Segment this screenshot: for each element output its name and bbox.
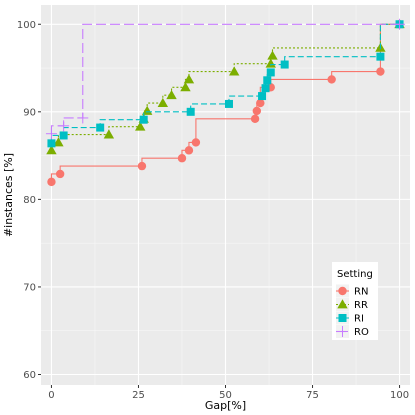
legend-item-rn: RN bbox=[336, 284, 368, 298]
data-point-rr bbox=[166, 89, 177, 100]
data-point-rn bbox=[55, 169, 65, 179]
data-point-rn bbox=[177, 154, 187, 163]
y-tick-label: 60 bbox=[23, 370, 36, 381]
data-point-rn bbox=[256, 98, 265, 108]
x-tick-label: 100 bbox=[390, 390, 409, 401]
data-point-rr bbox=[157, 97, 169, 107]
data-point-rr bbox=[141, 105, 153, 115]
data-point-ri bbox=[47, 139, 56, 148]
data-point-rr bbox=[180, 82, 191, 92]
data-point-ri bbox=[263, 76, 272, 85]
data-point-rn bbox=[252, 106, 262, 116]
data-point-ri bbox=[96, 123, 105, 132]
x-tick-label: 75 bbox=[306, 390, 319, 401]
data-point-ri bbox=[258, 92, 267, 101]
data-point-ro bbox=[77, 112, 89, 124]
data-point-ri bbox=[59, 131, 68, 140]
series-layer bbox=[45, 18, 406, 187]
legend-key-marker-rn bbox=[338, 286, 347, 296]
series-rn bbox=[47, 20, 404, 187]
y-tick-label: 100 bbox=[17, 20, 36, 31]
legend-label-ro: RO bbox=[354, 327, 369, 338]
axes-layer: 0 25 50 75 100 60 70 80 90 100 bbox=[17, 20, 409, 401]
series-line-ro bbox=[50, 23, 400, 134]
data-point-rr bbox=[229, 66, 240, 76]
data-point-ri bbox=[266, 68, 275, 77]
legend-label-ri: RI bbox=[354, 314, 364, 325]
legend-title: Setting bbox=[337, 269, 373, 280]
x-tick-label: 0 bbox=[48, 390, 54, 401]
data-point-rn bbox=[327, 75, 336, 84]
data-point-rn bbox=[250, 114, 260, 124]
legend-key-marker-ri bbox=[338, 314, 347, 322]
legend-item-ri: RI bbox=[336, 311, 364, 325]
data-point-rn bbox=[47, 177, 56, 187]
legend: Setting RN RR RI RO bbox=[332, 262, 378, 340]
legend-item-rr: RR bbox=[336, 298, 368, 311]
data-point-rr bbox=[46, 145, 57, 155]
data-point-rr bbox=[103, 129, 115, 139]
data-point-rr bbox=[183, 74, 195, 84]
legend-label-rr: RR bbox=[354, 300, 368, 311]
x-axis-title: Gap[%] bbox=[205, 399, 246, 412]
data-point-rr bbox=[135, 121, 146, 131]
data-point-ro bbox=[394, 18, 406, 30]
data-point-ro bbox=[58, 120, 70, 132]
series-ri bbox=[47, 20, 404, 148]
data-point-ri bbox=[224, 99, 233, 108]
data-point-rn bbox=[191, 138, 201, 147]
y-tick-label: 70 bbox=[23, 282, 36, 293]
x-tick-label: 25 bbox=[132, 390, 145, 401]
series-ro bbox=[45, 18, 406, 140]
data-point-ri bbox=[139, 115, 148, 124]
data-point-rr bbox=[267, 50, 278, 60]
data-point-ri bbox=[280, 60, 289, 69]
y-axis-title: #instances [%] bbox=[2, 153, 15, 237]
data-point-ri bbox=[261, 84, 270, 93]
legend-label-rn: RN bbox=[354, 287, 368, 298]
legend-item-ro: RO bbox=[336, 325, 369, 338]
data-point-rn bbox=[376, 67, 385, 76]
data-point-rn bbox=[184, 146, 194, 155]
legend-key-marker-ro bbox=[337, 326, 348, 337]
x-tick-label: 50 bbox=[219, 390, 232, 401]
data-point-ri bbox=[376, 52, 385, 61]
data-point-rr bbox=[53, 137, 64, 147]
data-point-rn bbox=[137, 161, 147, 171]
data-point-ri bbox=[186, 107, 195, 116]
data-point-rr bbox=[265, 58, 276, 68]
y-tick-label: 90 bbox=[23, 107, 36, 118]
legend-key-marker-rr bbox=[337, 299, 348, 309]
data-point-ro bbox=[45, 128, 57, 140]
y-tick-label: 80 bbox=[23, 195, 36, 206]
